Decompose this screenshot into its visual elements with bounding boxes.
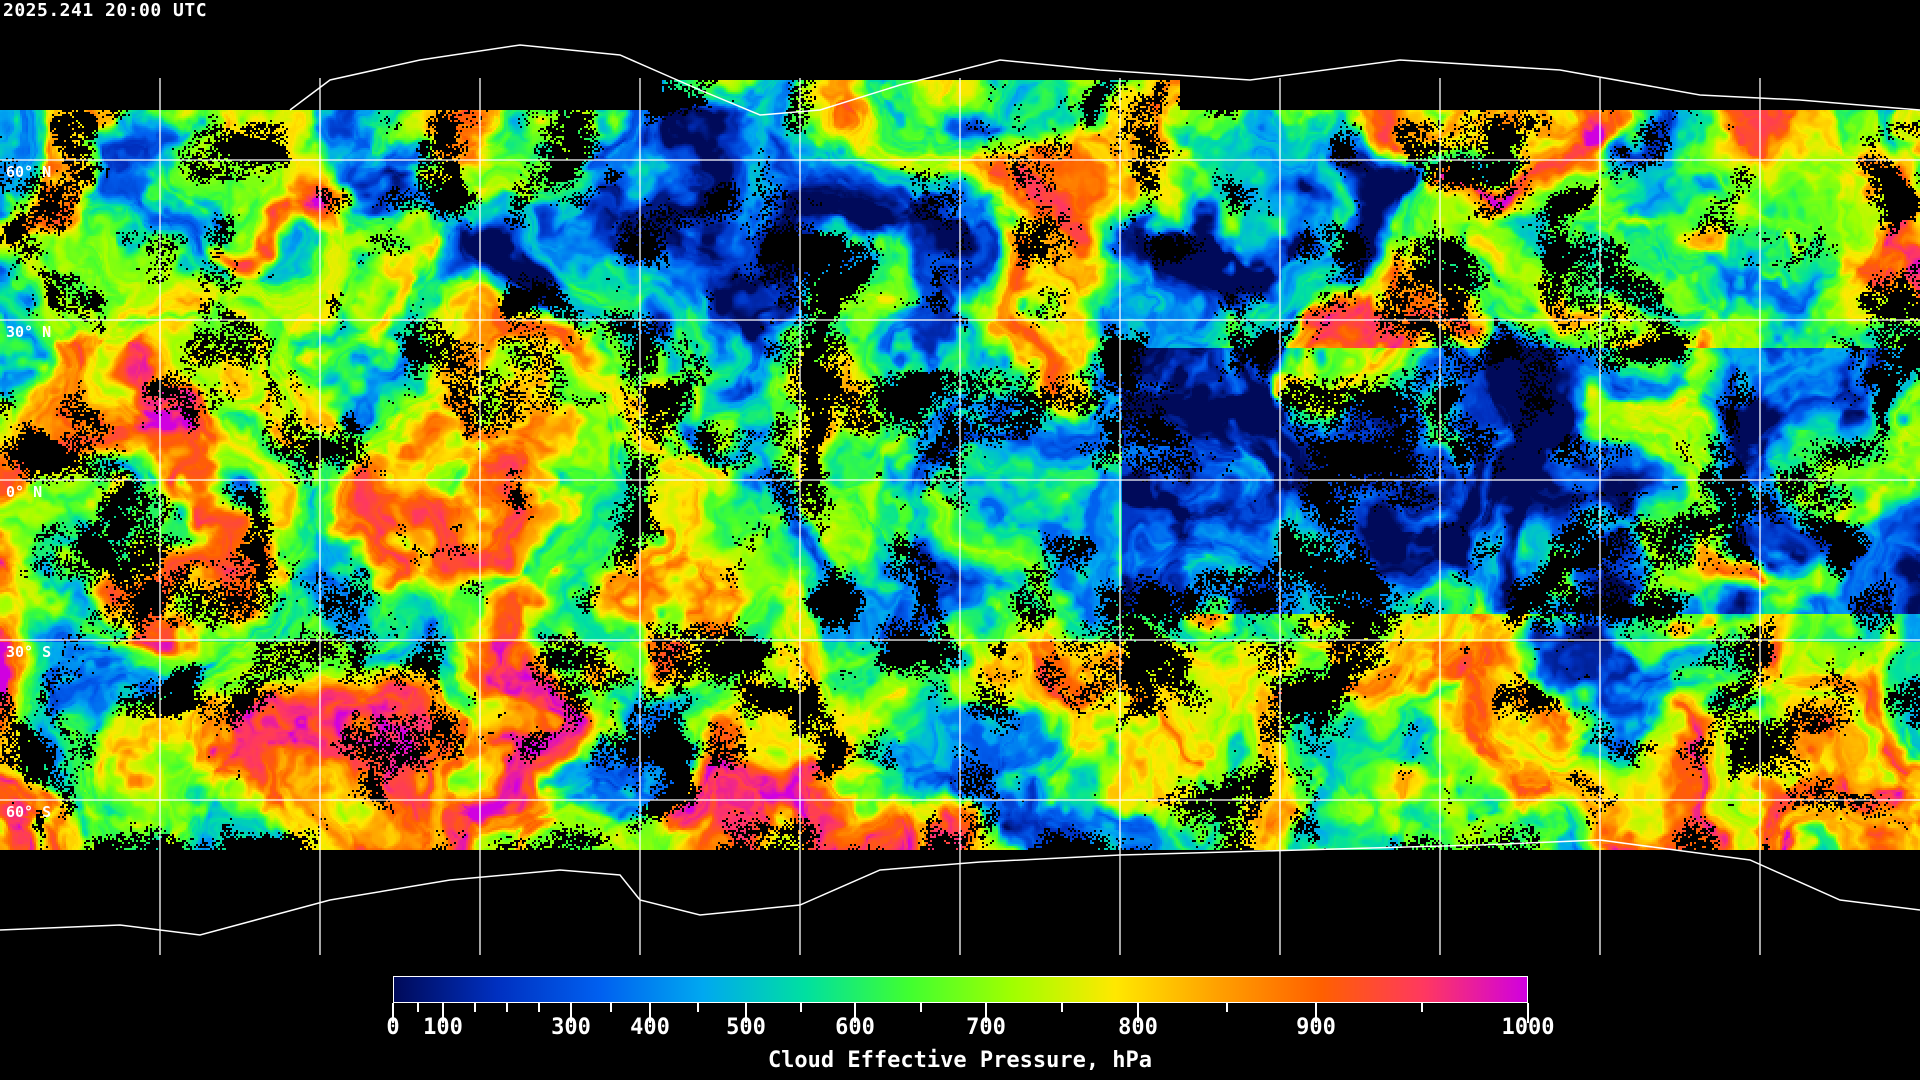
coastline: [289, 44, 1920, 116]
minor-tick: [417, 1003, 419, 1012]
minor-tick: [799, 1003, 802, 1012]
major-tick: [649, 1003, 651, 1023]
tick-label-0: 0: [386, 1015, 400, 1040]
minor-tick: [697, 1003, 699, 1012]
lat-label-0n: 0° N: [6, 483, 43, 501]
major-tick: [1137, 1003, 1139, 1023]
timestamp: 2025.241 20:00 UTC: [3, 0, 208, 21]
coastline: [0, 839, 1920, 936]
colorbar-title: Cloud Effective Pressure, hPa: [767, 1048, 1153, 1073]
tick-label-400: 400: [630, 1015, 670, 1040]
tick-label-800: 800: [1118, 1015, 1158, 1040]
major-tick: [1527, 1003, 1529, 1023]
minor-tick: [474, 1003, 476, 1012]
minor-tick: [1061, 1003, 1063, 1012]
colorbar-ticks: [0, 1003, 1920, 1023]
tick-label-900: 900: [1296, 1015, 1336, 1040]
tick-label-700: 700: [966, 1015, 1006, 1040]
major-tick: [854, 1003, 856, 1023]
major-tick: [745, 1003, 747, 1023]
minor-tick: [1421, 1003, 1423, 1012]
lat-label-30n: 30° N: [6, 323, 52, 341]
lat-label-60n: 60° N: [6, 163, 52, 181]
graticule: [0, 44, 1920, 955]
lat-label-60s: 60° S: [6, 803, 52, 821]
minor-tick: [919, 1003, 922, 1012]
major-tick: [1315, 1003, 1317, 1023]
major-tick: [392, 1003, 394, 1023]
minor-tick: [1226, 1003, 1228, 1012]
tick-label-600: 600: [835, 1015, 875, 1040]
minor-tick: [609, 1003, 612, 1012]
tick-label-300: 300: [551, 1015, 591, 1040]
lat-label-30s: 30° S: [6, 643, 52, 661]
cloud-pressure-map: 2025.241 20:00 UTC 60° N 30° N 0° N 30° …: [0, 0, 1920, 960]
major-tick: [985, 1003, 987, 1023]
tick-label-1000: 1000: [1501, 1015, 1555, 1040]
colorbar: [393, 976, 1528, 1003]
major-tick: [570, 1003, 572, 1023]
tick-label-100: 100: [423, 1015, 463, 1040]
tick-label-500: 500: [726, 1015, 766, 1040]
minor-tick: [506, 1003, 508, 1012]
minor-tick: [538, 1003, 540, 1012]
major-tick: [442, 1003, 444, 1023]
